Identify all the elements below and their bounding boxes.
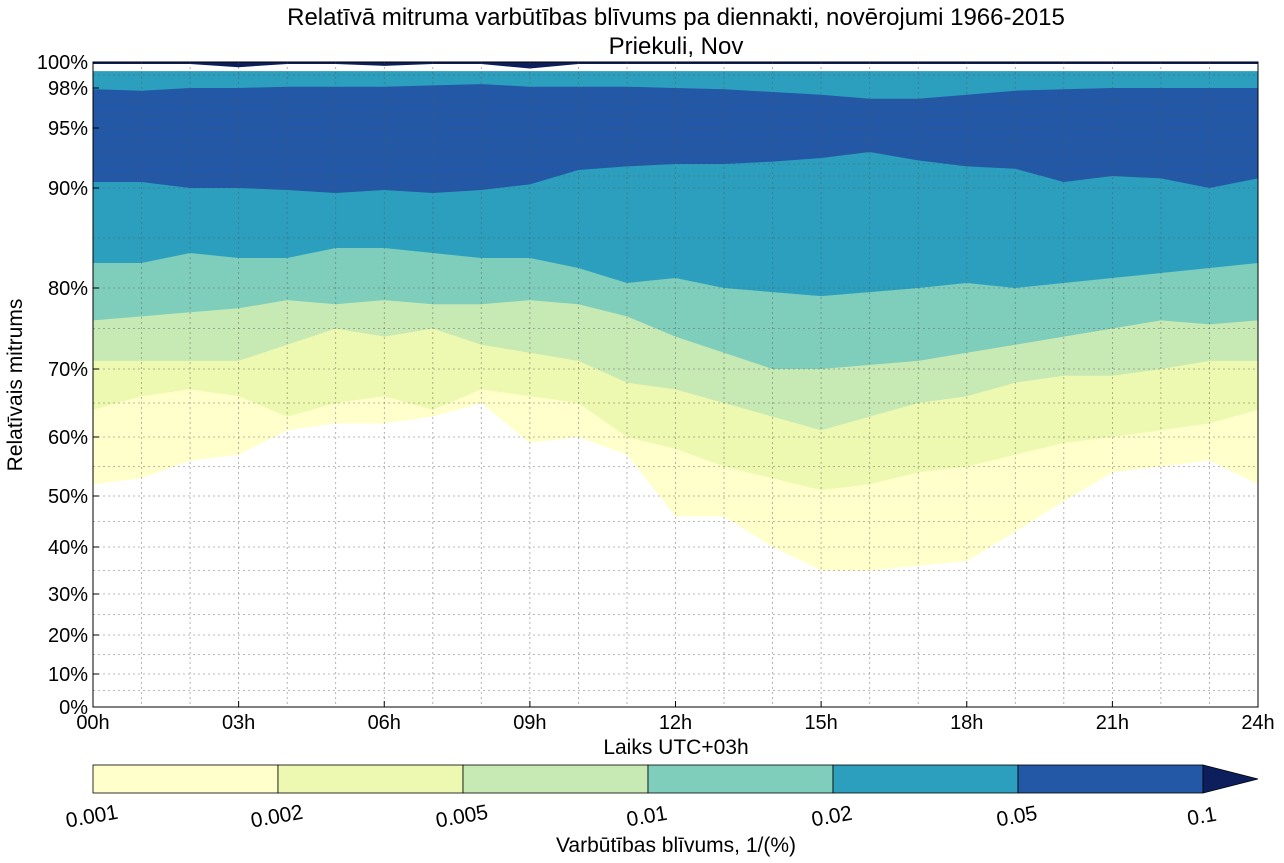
colorbar-tick-label: 0.05	[995, 802, 1039, 832]
y-axis: 0% 10% 20% 30% 40% 50% 60% 70% 80% 90% 95% 98% 100%	[37, 52, 99, 719]
y-tick-label: 40%	[48, 537, 88, 559]
x-tick-label: 06h	[368, 712, 401, 734]
colorbar-tick-label: 0.001	[64, 801, 120, 833]
x-axis-label: Laiks UTC+03h	[603, 736, 748, 759]
y-tick-label: 0%	[59, 697, 88, 719]
colorbar-tick-label: 0.1	[1185, 803, 1218, 831]
colorbar-extend-arrow	[1202, 764, 1259, 794]
x-tick-label: 21h	[1096, 712, 1129, 734]
colorbar-tick-label: 0.005	[434, 801, 490, 833]
colorbar-segment	[92, 764, 279, 794]
y-tick-label: 95%	[48, 118, 88, 140]
y-tick-label: 10%	[48, 664, 88, 686]
x-tick-label: 24h	[1241, 712, 1274, 734]
colorbar: 0.001 0.002 0.005 0.01 0.02 0.05 0.1	[64, 764, 1259, 833]
plot-area	[92, 61, 1259, 708]
y-axis-label: Relatīvais mitrums	[4, 299, 27, 472]
x-tick-label: 12h	[659, 712, 692, 734]
colorbar-segment	[832, 764, 1019, 794]
x-axis: 00h 03h 06h 09h 12h 15h 18h 21h 24h	[76, 701, 1275, 734]
colorbar-segment	[647, 764, 834, 794]
grid-lines	[93, 62, 1258, 707]
x-tick-label: 03h	[222, 712, 255, 734]
colorbar-tick-label: 0.002	[249, 801, 305, 833]
y-tick-label: 50%	[48, 486, 88, 508]
y-tick-label: 100%	[37, 52, 88, 74]
x-tick-label: 18h	[950, 712, 983, 734]
colorbar-tick-label: 0.02	[810, 802, 854, 832]
colorbar-segment	[277, 764, 464, 794]
y-tick-label: 98%	[48, 78, 88, 100]
colorbar-segment	[462, 764, 649, 794]
chart-subtitle: Priekuli, Nov	[609, 33, 744, 60]
colorbar-label: Varbūtības blīvums, 1/(%)	[556, 834, 796, 857]
y-tick-label: 20%	[48, 625, 88, 647]
y-tick-label: 70%	[48, 359, 88, 381]
x-tick-label: 15h	[804, 712, 837, 734]
colorbar-tick-label: 0.01	[625, 802, 669, 832]
y-tick-label: 30%	[48, 584, 88, 606]
x-tick-label: 09h	[513, 712, 546, 734]
chart-title: Relatīvā mitruma varbūtības blīvums pa d…	[287, 4, 1065, 31]
y-tick-label: 90%	[48, 178, 88, 200]
x-tick-label: 00h	[76, 712, 109, 734]
colorbar-segment	[1017, 764, 1204, 794]
y-tick-label: 80%	[48, 278, 88, 300]
y-tick-label: 60%	[48, 427, 88, 449]
